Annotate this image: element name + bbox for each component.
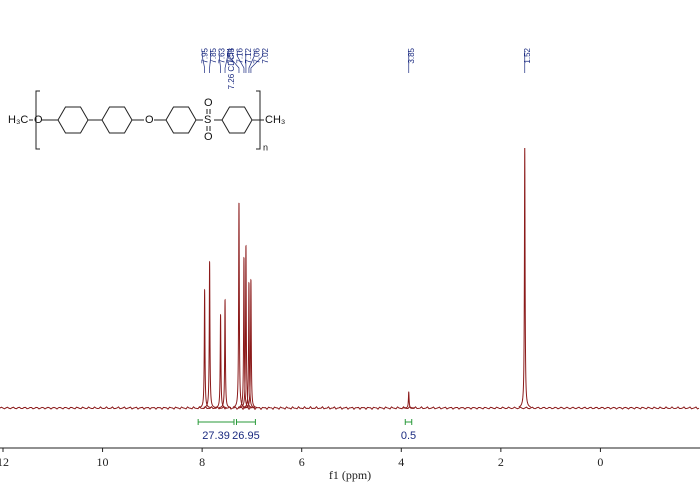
peak-label: 3.85	[407, 47, 416, 63]
peak-label: 7.63	[217, 47, 226, 63]
peak	[518, 147, 531, 408]
peak-label-leader	[228, 51, 240, 73]
x-tick-label: 0	[597, 455, 603, 469]
peak-label: 7.85	[209, 47, 218, 63]
peak-label-leader	[201, 51, 205, 73]
structure-label: O	[204, 97, 213, 109]
baseline	[0, 405, 700, 411]
x-axis-label: f1 (ppm)	[329, 468, 371, 482]
peak-label: 7.02	[261, 47, 270, 63]
peak-label-leader	[248, 51, 255, 73]
peak-label-leader	[224, 51, 229, 73]
structure-label: O	[145, 114, 154, 126]
structure-label: H₃C	[8, 114, 28, 126]
peak-label: 7.26 CDCl3	[227, 47, 236, 89]
peak	[402, 391, 415, 409]
peak-label: 1.52	[523, 47, 532, 63]
structure-label: n	[263, 142, 268, 152]
structure-label: S	[204, 114, 211, 126]
structure-label: CH₃	[265, 114, 285, 126]
integral-label: 26.95	[232, 430, 260, 442]
peak	[218, 298, 232, 409]
integral	[197, 419, 235, 425]
peak-label: 7.12	[244, 47, 253, 63]
integral-label: 0.5	[401, 430, 416, 442]
peak	[203, 260, 216, 408]
x-tick-label: 6	[299, 455, 305, 469]
peak-label: 7.06	[252, 47, 261, 63]
structure-label: O	[34, 114, 43, 126]
peak-label: 7.16	[235, 47, 244, 63]
structure: H₃C O O S O O CH₃ n	[8, 90, 285, 152]
x-tick-label: 8	[199, 455, 205, 469]
peak	[198, 288, 211, 408]
peak-label: 7.54	[226, 47, 235, 63]
peak-label-leader	[209, 51, 212, 73]
peak	[214, 313, 227, 409]
integral-label: 27.39	[202, 430, 230, 442]
structure-label: O	[204, 131, 213, 143]
x-tick-label: 10	[97, 455, 109, 469]
integral	[404, 419, 413, 425]
x-tick-label: 4	[398, 455, 404, 469]
x-tick-label: 2	[498, 455, 504, 469]
integral	[235, 419, 256, 425]
peak-label-leader	[218, 51, 221, 73]
peak	[242, 281, 256, 408]
peak-label-leader	[236, 51, 245, 73]
peak-label-leader	[250, 51, 264, 73]
x-tick-label: 12	[0, 455, 9, 469]
peak	[244, 278, 257, 408]
peak-label: 7.95	[200, 47, 209, 63]
